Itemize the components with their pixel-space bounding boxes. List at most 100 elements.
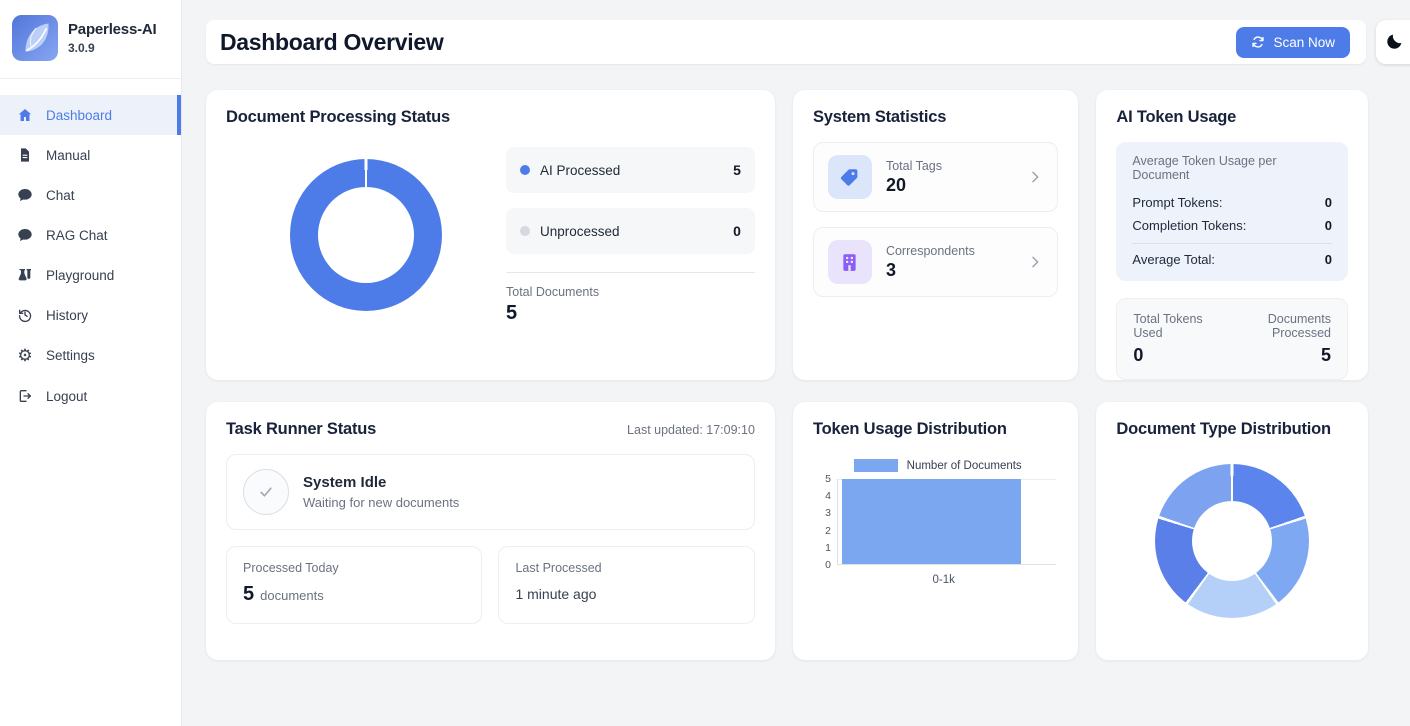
sidebar-item-label: Playground <box>46 267 115 283</box>
brand: Paperless-AI 3.0.9 <box>0 0 181 79</box>
document-icon <box>16 147 34 163</box>
tag-icon <box>827 155 872 199</box>
system-status-box: System Idle Waiting for new documents <box>226 454 755 530</box>
legend-dot-blue <box>520 165 530 175</box>
stat-label: Total Tags <box>885 158 942 173</box>
sidebar-item-label: Settings <box>46 348 95 363</box>
donut-hole <box>318 187 414 283</box>
card-title: Task Runner Status <box>226 420 377 438</box>
card-ai-token-usage: AI Token Usage Average Token Usage per D… <box>1096 90 1368 380</box>
prompt-tokens-row: Prompt Tokens: 0 <box>1132 191 1332 214</box>
total-tokens-used-col: Total Tokens Used 0 <box>1133 312 1221 366</box>
divider <box>1132 243 1332 244</box>
cards-row-1: Document Processing Status AI Processed … <box>206 90 1368 380</box>
legend-value: 5 <box>733 162 741 178</box>
last-processed-box: Last Processed 1 minute ago <box>498 546 755 624</box>
topbar: Dashboard Overview Scan Now <box>206 20 1410 64</box>
total-documents-value: 5 <box>506 302 518 324</box>
doc-processing-content: AI Processed 5 Unprocessed 0 Total Docum… <box>226 145 755 325</box>
page-title: Dashboard Overview <box>220 28 444 55</box>
card-system-statistics: System Statistics Total Tags 20 <box>792 90 1079 380</box>
stat-text: Total Tags 20 <box>886 159 942 196</box>
stat-value: 20 <box>885 174 906 195</box>
card-task-runner-status: Task Runner Status Last updated: 17:09:1… <box>206 402 775 660</box>
bar-chart-legend: Number of Documents <box>819 459 1056 472</box>
theme-toggle-button[interactable] <box>1376 20 1410 64</box>
moon-icon <box>1384 32 1404 52</box>
sidebar-item-dashboard[interactable]: Dashboard <box>0 95 181 135</box>
check-circle-icon <box>243 469 289 515</box>
total-tokens-used-value: 0 <box>1133 345 1144 365</box>
home-icon <box>16 107 34 123</box>
legend-label: AI Processed <box>540 162 621 178</box>
doc-processing-chart-area <box>226 145 506 325</box>
app-logo-leaf-icon <box>12 15 58 61</box>
flask-vial-icon <box>16 267 34 283</box>
documents-processed-label: Documents Processed <box>1267 312 1331 340</box>
donut-hole <box>1192 501 1273 581</box>
sidebar-item-logout[interactable]: Logout <box>0 376 181 416</box>
card-title: System Statistics <box>812 108 947 126</box>
bar-chart-legend-label: Number of Documents <box>906 459 1022 472</box>
document-processing-donut-chart <box>290 159 442 311</box>
sidebar-item-manual[interactable]: Manual <box>0 135 181 175</box>
prompt-tokens-value: 0 <box>1324 195 1332 210</box>
card-title: Document Processing Status <box>226 108 451 126</box>
total-documents-label: Total Documents <box>506 285 600 299</box>
legend-value: 0 <box>733 223 741 239</box>
app-name: Paperless-AI <box>68 21 157 38</box>
refresh-icon <box>1251 35 1265 49</box>
bar <box>842 479 1022 564</box>
legend-row-ai-processed: AI Processed 5 <box>506 147 755 193</box>
token-totals-box: Total Tokens Used 0 Documents Processed … <box>1116 298 1348 380</box>
sidebar-item-label: Manual <box>46 147 91 163</box>
legend-row-unprocessed: Unprocessed 0 <box>506 208 755 254</box>
average-total-value: 0 <box>1324 252 1332 267</box>
scan-now-label: Scan Now <box>1273 34 1335 50</box>
card-document-type-distribution: Document Type Distribution <box>1096 402 1368 660</box>
status-title: System Idle <box>303 474 387 491</box>
average-total-row: Average Total: 0 <box>1132 248 1332 271</box>
documents-processed-col: Documents Processed 5 <box>1222 312 1331 366</box>
bar-chart-x-label: 0-1k <box>932 574 955 586</box>
building-icon <box>827 240 872 284</box>
header-bar: Dashboard Overview Scan Now <box>206 20 1366 64</box>
status-subtitle: Waiting for new documents <box>303 495 460 510</box>
sidebar-item-chat[interactable]: Chat <box>0 175 181 215</box>
brand-text: Paperless-AI 3.0.9 <box>68 21 157 55</box>
chat-bubble-icon <box>16 187 34 203</box>
sidebar-item-rag-chat[interactable]: RAG Chat <box>0 215 181 255</box>
processed-today-label: Processed Today <box>243 561 339 575</box>
chat-bubble-icon <box>16 227 34 243</box>
sidebar: Paperless-AI 3.0.9 Dashboard Manual <box>0 0 182 726</box>
card-token-usage-distribution: Token Usage Distribution Number of Docum… <box>792 402 1079 660</box>
completion-tokens-value: 0 <box>1324 218 1332 233</box>
completion-tokens-label: Completion Tokens: <box>1132 218 1247 233</box>
card-document-processing-status: Document Processing Status AI Processed … <box>206 90 775 380</box>
stat-value: 3 <box>885 259 896 280</box>
divider <box>506 272 755 273</box>
card-title: Token Usage Distribution <box>812 420 1007 438</box>
stat-row-correspondents[interactable]: Correspondents 3 <box>812 227 1059 297</box>
sidebar-item-settings[interactable]: ⚙ Settings <box>0 335 181 376</box>
processed-today-box: Processed Today 5 documents <box>226 546 483 624</box>
last-updated-text: Last updated: 17:09:10 <box>627 422 755 437</box>
sidebar-item-label: Dashboard <box>46 107 113 123</box>
stat-row-total-tags[interactable]: Total Tags 20 <box>812 142 1059 212</box>
sidebar-nav: Dashboard Manual Chat RAG Chat <box>0 79 181 416</box>
total-tokens-used-label: Total Tokens Used <box>1133 312 1203 340</box>
chevron-right-icon <box>1027 169 1043 185</box>
document-type-donut-chart <box>1155 464 1310 618</box>
sidebar-item-playground[interactable]: Playground <box>0 255 181 295</box>
logout-icon <box>16 388 34 404</box>
sidebar-item-history[interactable]: History <box>0 295 181 335</box>
status-text: System Idle Waiting for new documents <box>303 474 459 510</box>
processed-today-value: 5 <box>243 583 255 605</box>
doc-processing-legend: AI Processed 5 Unprocessed 0 Total Docum… <box>506 145 755 325</box>
legend-label: Unprocessed <box>540 223 620 239</box>
scan-now-button[interactable]: Scan Now <box>1236 26 1350 58</box>
